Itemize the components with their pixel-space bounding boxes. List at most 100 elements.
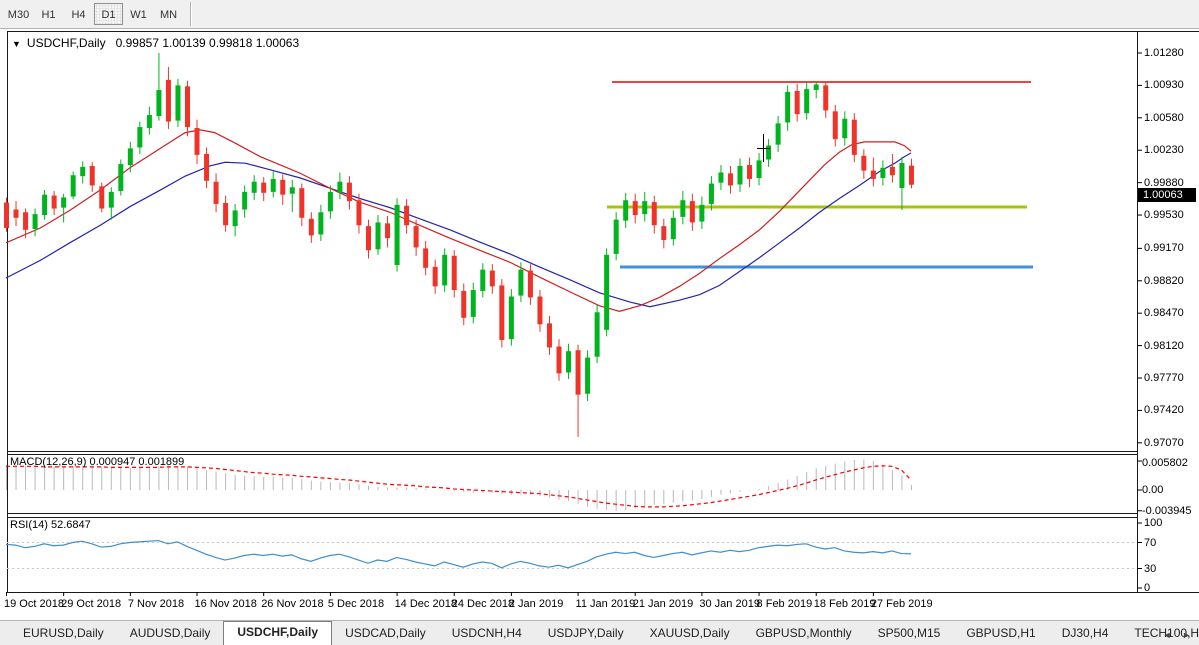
tab-scroll-left-icon[interactable]: ◄ — [1162, 630, 1183, 640]
date-axis-label: 29 Oct 2018 — [61, 598, 122, 610]
date-axis-label: 11 Jan 2019 — [575, 598, 636, 610]
timeframe-button-w1[interactable]: W1 — [130, 9, 147, 21]
chart-tab-tech100-h1[interactable]: TECH100,H1 — [1134, 626, 1199, 640]
candle-body — [708, 183, 714, 204]
candle-body — [747, 165, 753, 179]
chart-tab-usdchf-daily[interactable]: USDCHF,Daily — [223, 621, 333, 645]
candle-body — [832, 111, 838, 140]
candle-body — [499, 285, 505, 341]
candle-body — [870, 170, 876, 179]
macd-label: MACD(12,26,9) 0.000947 0.001899 — [10, 456, 185, 468]
candle-body — [546, 323, 552, 348]
candle-body — [880, 167, 886, 178]
candle-body — [604, 254, 610, 330]
rsi-line — [5, 539, 911, 569]
candle-body — [518, 269, 524, 296]
symbol-dropdown-icon[interactable]: ▼ — [12, 39, 21, 49]
candle-body — [823, 85, 829, 111]
candle-body — [156, 90, 162, 116]
candle-body — [346, 182, 352, 202]
candle-body — [261, 182, 267, 193]
chart-tab-usdjpy-daily[interactable]: USDJPY,Daily — [547, 626, 624, 640]
chart-tab-gbpusd-h1[interactable]: GBPUSD,H1 — [966, 626, 1036, 640]
candle-body — [718, 172, 724, 183]
rsi-axis-label: 100 — [1144, 517, 1163, 529]
candle-body — [89, 165, 95, 186]
chart-tab-usdcnh-h4[interactable]: USDCNH,H4 — [451, 626, 522, 640]
candle-body — [661, 226, 667, 241]
candle-body — [299, 188, 305, 218]
candle-body — [204, 153, 210, 181]
candle-body — [861, 155, 867, 171]
current-price-tag: 1.00063 — [1138, 187, 1196, 202]
candle-body — [508, 296, 514, 340]
candle-body — [451, 255, 457, 291]
chart-tab-eurusd-daily[interactable]: EURUSD,Daily — [23, 626, 104, 640]
date-axis-label: 8 Feb 2019 — [756, 598, 813, 610]
chart-tab-xauusd-daily[interactable]: XAUUSD,Daily — [649, 626, 730, 640]
candle-body — [137, 127, 143, 148]
candle-body — [242, 191, 248, 210]
candle-body — [623, 200, 629, 221]
chart-canvas[interactable] — [0, 29, 1199, 620]
candle-body — [337, 181, 343, 193]
rsi-axis-label: 30 — [1144, 562, 1157, 575]
chart-tab-dj30-h4[interactable]: DJ30,H4 — [1061, 626, 1109, 640]
candle-body — [537, 296, 543, 325]
candle-body — [32, 214, 38, 229]
tab-scroll-right-icon[interactable]: ► — [1182, 630, 1195, 640]
timeframe-button-d1[interactable]: D1 — [94, 3, 123, 25]
candle-body — [385, 223, 391, 239]
price-axis-label: 1.00230 — [1144, 144, 1184, 157]
date-axis-label: 24 Dec 2018 — [451, 598, 515, 610]
candle-body — [889, 166, 895, 176]
chart-tab-audusd-daily[interactable]: AUDUSD,Daily — [129, 626, 211, 640]
price-axis-label: 0.99530 — [1144, 209, 1184, 222]
chart-tab-usdcad-daily[interactable]: USDCAD,Daily — [345, 626, 426, 640]
rsi-label: RSI(14) 52.6847 — [10, 519, 91, 531]
candle-body — [251, 181, 257, 193]
timeframe-button-m30[interactable]: M30 — [7, 9, 30, 21]
date-axis-label: 5 Dec 2018 — [327, 598, 385, 610]
price-axis-label: 0.99170 — [1144, 242, 1184, 255]
candle-body — [318, 212, 324, 235]
chart-tabs-bar: EURUSD,Daily AUDUSD,Daily USDCHF,Daily USDC… — [0, 620, 1199, 645]
candle-body — [527, 270, 533, 298]
candle-body — [804, 89, 810, 114]
timeframe-button-mn[interactable]: MN — [159, 9, 178, 21]
ma-slow-line — [5, 152, 912, 308]
toolbar-separator — [190, 2, 192, 26]
candle-body — [775, 123, 781, 145]
timeframe-button-h1[interactable]: H1 — [41, 9, 56, 21]
date-axis-label: 21 Jan 2019 — [632, 598, 694, 610]
macd-axis-label: -0.003945 — [1142, 504, 1192, 517]
price-axis-label: 0.98820 — [1144, 274, 1184, 287]
chart-tab-sp500-m15[interactable]: SP500,M15 — [877, 626, 941, 640]
macd-axis-label: 0.00 — [1142, 484, 1164, 496]
candle-body — [223, 203, 229, 226]
candle-body — [108, 191, 114, 208]
ma-fast-line — [5, 129, 912, 312]
candle-body — [651, 202, 657, 226]
price-axis-label: 0.97420 — [1144, 404, 1184, 417]
chart-ohlc-values: 0.99857 1.00139 0.99818 1.00063 — [115, 36, 300, 50]
candle-body — [727, 173, 733, 186]
date-axis-label: 16 Nov 2018 — [194, 598, 257, 610]
candle-body — [489, 270, 495, 287]
candle-body — [766, 145, 772, 160]
candle-body — [423, 248, 429, 268]
candle-body — [851, 119, 857, 155]
chart-window[interactable]: ▼ USDCHF,Daily 0.99857 1.00139 0.99818 1.0… — [0, 29, 1199, 620]
candle-body — [356, 200, 362, 226]
candle-body — [813, 84, 819, 91]
candle-body — [4, 202, 9, 228]
candle-body — [594, 312, 600, 357]
candle-body — [61, 197, 67, 208]
candle-body — [413, 226, 419, 248]
chart-tab-gbpusd-monthly[interactable]: GBPUSD,Monthly — [755, 626, 852, 640]
timeframe-button-h4[interactable]: H4 — [71, 9, 86, 21]
candle-body — [632, 201, 638, 216]
candle-body — [51, 195, 57, 209]
candle-body — [404, 205, 410, 226]
